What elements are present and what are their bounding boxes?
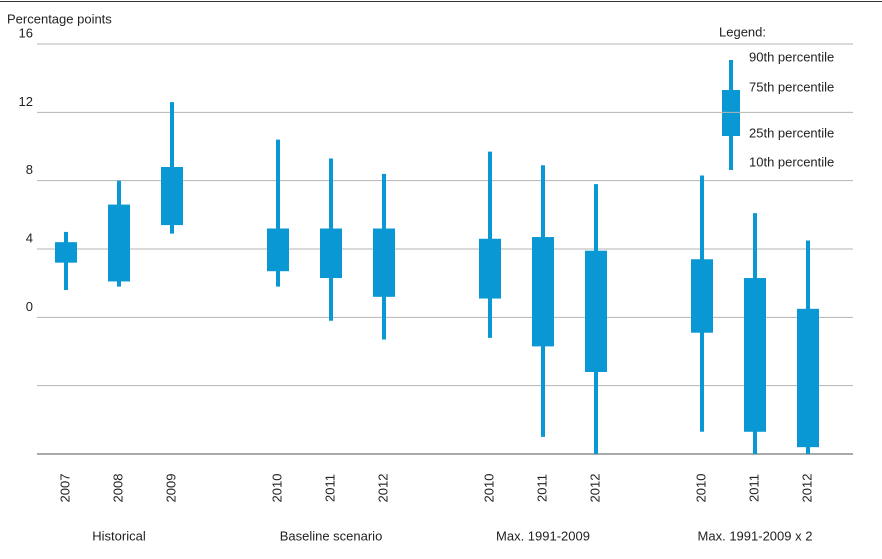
x-tick-label: 2012 — [375, 474, 390, 503]
legend-label: 75th percentile — [749, 79, 834, 94]
box — [744, 278, 766, 432]
x-tick-label: 2011 — [534, 474, 549, 502]
box — [691, 259, 713, 333]
box — [797, 308, 819, 448]
group-label: Baseline scenario — [280, 528, 383, 543]
legend-label: 10th percentile — [749, 154, 834, 169]
y-axis-label: Percentage points — [7, 11, 112, 26]
box — [479, 238, 501, 299]
box — [55, 242, 77, 263]
y-tick-label: 0 — [26, 299, 33, 314]
box — [585, 250, 607, 372]
legend-box — [722, 90, 740, 136]
x-tick-label: 2012 — [587, 474, 602, 503]
y-tick-label: 8 — [26, 162, 33, 177]
legend-label: 90th percentile — [749, 49, 834, 64]
group-label: Historical — [92, 528, 146, 543]
box — [320, 228, 342, 279]
y-tick-label: 4 — [26, 230, 33, 245]
x-tick-label: 2011 — [322, 474, 337, 502]
x-tick-label: 2011 — [746, 474, 761, 502]
group-label: Max. 1991-2009 x 2 — [698, 528, 813, 543]
box — [108, 204, 130, 282]
legend-title: Legend: — [719, 24, 766, 39]
legend-label: 25th percentile — [749, 125, 834, 140]
x-tick-label: 2010 — [269, 474, 284, 503]
box — [161, 167, 183, 226]
y-tick-label: 16 — [19, 25, 33, 40]
x-tick-label: 2009 — [163, 474, 178, 503]
x-tick-label: 2012 — [799, 474, 814, 503]
x-tick-label: 2010 — [481, 474, 496, 503]
group-label: Max. 1991-2009 — [496, 528, 590, 543]
box — [373, 228, 395, 297]
x-tick-label: 2008 — [110, 474, 125, 503]
y-tick-label: 12 — [19, 94, 33, 109]
x-tick-label: 2010 — [693, 474, 708, 503]
box — [267, 228, 289, 272]
x-tick-label: 2007 — [57, 474, 72, 503]
box — [532, 237, 554, 347]
